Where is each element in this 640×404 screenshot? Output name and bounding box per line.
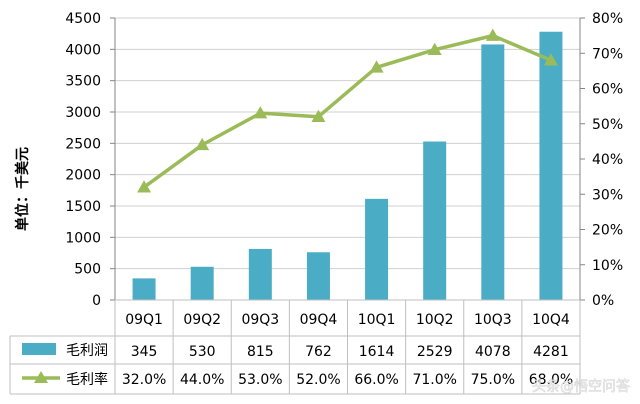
legend-bar-label: 毛利润 <box>66 343 108 359</box>
y-tick-label: 0 <box>92 293 101 309</box>
bar-10Q2 <box>423 141 447 300</box>
table-value-gross-margin: 53.0% <box>238 372 282 388</box>
table-value-gross-margin: 44.0% <box>180 372 224 388</box>
y2-tick-label: 60% <box>592 82 623 98</box>
y-axis-label: 单位：千美元 <box>14 147 31 231</box>
y2-tick-label: 0% <box>592 293 614 309</box>
table-value-gross-profit: 815 <box>247 344 274 360</box>
legend-bar-key <box>22 343 56 355</box>
legend-line-label: 毛利率 <box>66 371 108 388</box>
line-point-10Q4 <box>543 53 558 66</box>
bar-series <box>132 31 563 301</box>
line-point-09Q2 <box>195 137 210 151</box>
x-tick-label: 10Q2 <box>416 312 454 328</box>
table-value-gross-profit: 1614 <box>359 344 395 360</box>
left-axis-ticks: 0 500 1000 1500 2000 2500 3000 3500 4000 4500 <box>65 11 101 309</box>
y2-tick-label: 50% <box>592 117 623 133</box>
y2-tick-label: 80% <box>592 11 623 27</box>
legend-line-marker <box>34 371 48 383</box>
y-tick-label: 4000 <box>65 42 101 58</box>
right-axis-ticks: 0% 10% 20% 30% 40% 50% 60% 70% 80% <box>592 11 623 309</box>
y2-tick-label: 40% <box>592 152 623 168</box>
table-value-gross-margin: 68.0% <box>529 372 573 388</box>
y2-tick-label: 20% <box>592 223 623 239</box>
y-tick-label: 1000 <box>65 230 101 246</box>
x-tick-label: 09Q3 <box>241 312 279 328</box>
table-value-gross-profit: 762 <box>305 344 332 360</box>
series-line <box>143 33 552 189</box>
line-series <box>137 28 558 193</box>
table-value-gross-margin: 75.0% <box>471 372 515 388</box>
table-value-gross-profit: 530 <box>189 344 216 360</box>
watermark: 头条@悟空问答 <box>532 378 630 395</box>
table-value-gross-margin: 71.0% <box>412 372 456 388</box>
y2-tick-label: 30% <box>592 187 623 203</box>
x-tick-label: 09Q4 <box>300 312 338 328</box>
x-tick-label: 09Q1 <box>125 312 163 328</box>
line-point-10Q1 <box>369 60 384 73</box>
bar-09Q2 <box>190 266 214 300</box>
table-value-gross-profit: 4078 <box>475 344 511 360</box>
y-tick-label: 500 <box>74 262 101 278</box>
table-value-gross-profit: 4281 <box>533 344 569 360</box>
line-point-09Q3 <box>253 106 268 119</box>
y-tick-label: 1500 <box>65 199 101 215</box>
line-point-09Q1 <box>137 180 152 193</box>
bar-10Q4 <box>539 31 563 300</box>
bar-10Q1 <box>365 198 389 300</box>
axes <box>110 17 585 301</box>
x-tick-label: 10Q3 <box>474 312 512 328</box>
table-value-gross-margin: 32.0% <box>122 372 166 388</box>
line-point-10Q3 <box>485 28 500 41</box>
bar-09Q1 <box>132 278 156 300</box>
table-value-gross-profit: 2529 <box>417 344 453 360</box>
line-point-09Q4 <box>311 109 326 122</box>
x-tick-label: 09Q2 <box>183 312 221 328</box>
y-tick-label: 3500 <box>65 74 101 90</box>
table-value-gross-profit: 345 <box>131 344 158 360</box>
table-value-gross-margin: 66.0% <box>354 372 398 388</box>
x-tick-label: 10Q4 <box>532 312 570 328</box>
bar-10Q3 <box>481 44 505 301</box>
table-value-gross-margin: 52.0% <box>296 372 340 388</box>
bar-09Q4 <box>306 252 330 300</box>
x-tick-label: 10Q1 <box>358 312 396 328</box>
y-tick-label: 3000 <box>65 105 101 121</box>
line-point-10Q2 <box>427 42 442 55</box>
bar-09Q3 <box>248 248 272 300</box>
y2-tick-label: 10% <box>592 258 623 274</box>
y2-tick-label: 70% <box>592 46 623 62</box>
y-tick-label: 2000 <box>65 168 101 184</box>
y-tick-label: 2500 <box>65 136 101 152</box>
y-tick-label: 4500 <box>65 11 101 27</box>
